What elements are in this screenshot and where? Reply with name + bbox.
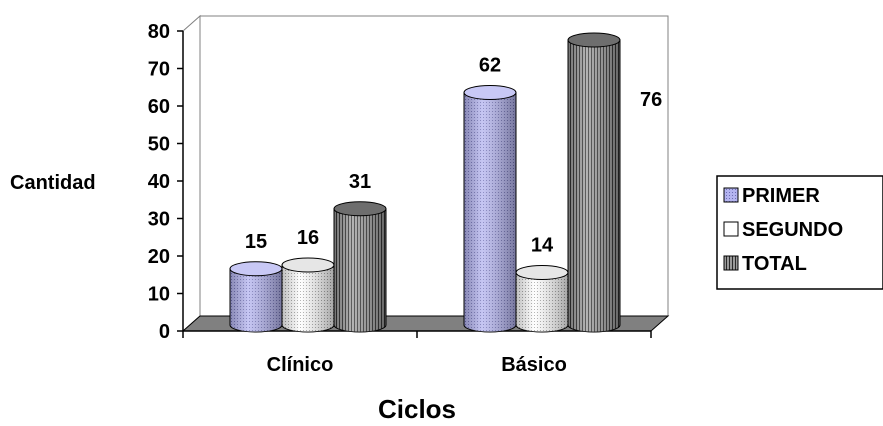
bar-primer-1 xyxy=(463,85,517,333)
data-label-primer-1: 62 xyxy=(479,55,501,77)
bar-shading xyxy=(334,208,386,332)
y-tick-label: 0 xyxy=(159,321,170,343)
bar-total-1 xyxy=(567,32,621,333)
data-label-total-0: 31 xyxy=(349,171,371,193)
legend-swatch-total xyxy=(723,255,739,271)
legend-label-segundo: SEGUNDO xyxy=(742,219,843,241)
category-label: Clínico xyxy=(267,354,334,376)
category-label: Básico xyxy=(501,354,567,376)
legend-label-total: TOTAL xyxy=(742,253,807,275)
legend-swatch-primer xyxy=(723,187,739,203)
y-axis-ticks: 0 10 20 30 40 50 60 70 80 xyxy=(148,21,183,343)
bar-segundo-0 xyxy=(281,257,335,333)
bar-shading xyxy=(282,265,334,332)
bar-top xyxy=(333,201,387,217)
bars-group xyxy=(229,32,621,333)
bar-shading xyxy=(464,92,516,332)
y-tick-label: 80 xyxy=(148,21,170,43)
bar-top xyxy=(567,32,621,48)
x-axis-ticks: Clínico Básico xyxy=(182,331,652,376)
y-tick-label: 70 xyxy=(148,59,170,81)
chart-side-wall xyxy=(182,14,201,333)
bar-segundo-1 xyxy=(515,265,569,333)
bar-total-0 xyxy=(333,201,387,333)
bar-primer-0 xyxy=(229,261,283,333)
data-label-segundo-1: 14 xyxy=(531,235,554,257)
bar-top xyxy=(229,261,283,277)
y-tick-label: 30 xyxy=(148,209,170,231)
data-label-total-1: 76 xyxy=(640,89,662,111)
legend-label-primer: PRIMER xyxy=(742,185,820,207)
bar-shading xyxy=(516,272,568,332)
legend-swatch-segundo xyxy=(723,221,739,237)
bar-shading xyxy=(568,40,620,332)
y-tick-label: 60 xyxy=(148,96,170,118)
legend-box xyxy=(716,175,883,290)
bar-top xyxy=(463,85,517,100)
x-axis-title: Ciclos xyxy=(378,394,456,424)
y-tick-label: 10 xyxy=(148,284,170,306)
bar-top xyxy=(515,265,569,280)
y-tick-label: 50 xyxy=(148,134,170,156)
bar-top xyxy=(281,257,335,273)
legend: PRIMER SEGUNDO TOTAL xyxy=(716,175,883,290)
data-label-segundo-0: 16 xyxy=(297,227,319,249)
bar-shading xyxy=(230,268,282,332)
y-tick-label: 20 xyxy=(148,246,170,268)
data-labels-group: 15 16 31 62 14 76 xyxy=(245,55,662,257)
data-label-primer-0: 15 xyxy=(245,231,267,253)
y-tick-label: 40 xyxy=(148,171,170,193)
y-axis-title: Cantidad xyxy=(10,172,96,194)
